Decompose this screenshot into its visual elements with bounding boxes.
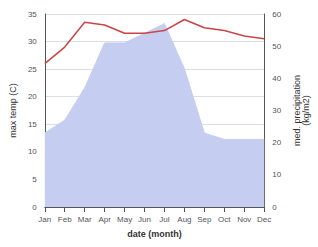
- svg-text:Apr: Apr: [98, 215, 111, 224]
- svg-text:30: 30: [272, 106, 281, 115]
- svg-text:Jun: Jun: [138, 215, 151, 224]
- svg-text:20: 20: [272, 138, 281, 147]
- svg-text:Mar: Mar: [78, 215, 92, 224]
- svg-text:10: 10: [28, 147, 37, 156]
- svg-text:40: 40: [272, 74, 281, 83]
- svg-text:10: 10: [272, 170, 281, 179]
- svg-text:May: May: [117, 215, 132, 224]
- svg-text:date (month): date (month): [127, 229, 182, 239]
- svg-text:Jul: Jul: [159, 215, 169, 224]
- svg-text:0: 0: [32, 203, 37, 212]
- svg-text:Dec: Dec: [257, 215, 271, 224]
- svg-text:60: 60: [272, 10, 281, 19]
- svg-text:20: 20: [28, 92, 37, 101]
- svg-text:Jan: Jan: [38, 215, 51, 224]
- svg-text:max temp (C): max temp (C): [8, 83, 18, 138]
- svg-text:50: 50: [272, 42, 281, 51]
- svg-text:Aug: Aug: [177, 215, 191, 224]
- svg-text:med. precipitation: med. precipitation: [291, 75, 302, 146]
- svg-text:Oct: Oct: [218, 215, 231, 224]
- svg-text:Feb: Feb: [58, 215, 72, 224]
- svg-text:30: 30: [28, 37, 37, 46]
- svg-text:(kg/m2): (kg/m2): [301, 95, 311, 126]
- svg-text:25: 25: [28, 65, 37, 74]
- svg-text:Sep: Sep: [197, 215, 212, 224]
- svg-text:35: 35: [28, 10, 37, 19]
- svg-text:0: 0: [272, 203, 277, 212]
- svg-text:Nov: Nov: [237, 215, 251, 224]
- svg-text:15: 15: [28, 120, 37, 129]
- svg-text:5: 5: [32, 175, 37, 184]
